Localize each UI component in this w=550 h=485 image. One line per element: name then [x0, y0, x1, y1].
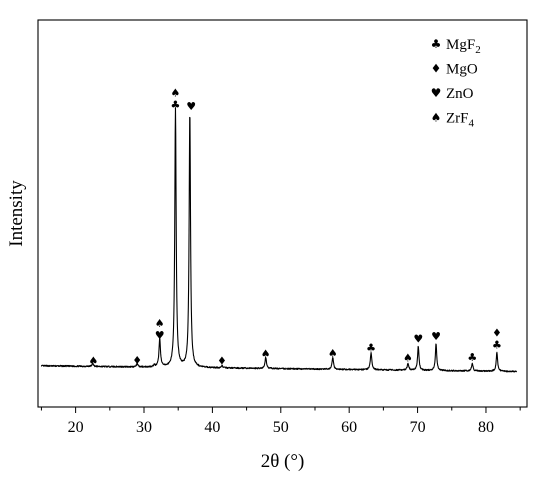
peak-phase-markers: ♠ ♦♠♥♠♣ ♥♦♠ ♠ ♣♠♥ ♥♣♦♣ — [88, 86, 501, 367]
legend-label-zrf4: ZrF4 — [446, 111, 475, 130]
peak-marker-zrf4: ♠ — [261, 347, 271, 360]
peak-marker-mgo: ♦ — [217, 354, 227, 367]
y-axis-label: Intensity — [6, 180, 27, 247]
peak-marker-zno: ♥ — [431, 330, 441, 343]
peak-marker-zrf4: ♠ — [155, 317, 165, 330]
legend-label-mgf2: MgF2 — [446, 37, 481, 56]
peak-marker-zrf4: ♠ — [403, 352, 413, 365]
x-tick-label: 70 — [410, 419, 426, 436]
peak-marker-mgf2: ♣ — [366, 341, 376, 354]
x-axis-ticks — [40, 407, 521, 413]
peak-marker-zno: ♥ — [186, 100, 196, 113]
x-tick-label: 50 — [273, 419, 289, 436]
peak-marker-mgf2: ♣ — [171, 98, 181, 111]
legend-label-mgo: MgO — [446, 62, 478, 78]
legend-symbol-mgf2: ♣ — [431, 37, 442, 51]
peak-marker-zrf4: ♠ — [88, 355, 98, 368]
x-tick-label: 80 — [478, 419, 494, 436]
x-tick-label: 30 — [136, 419, 152, 436]
legend-label-zno: ZnO — [446, 86, 474, 102]
peak-marker-zno: ♥ — [413, 333, 423, 346]
legend-symbol-zrf4: ♠ — [431, 111, 442, 125]
x-tick-label: 60 — [341, 419, 357, 436]
peak-marker-mgo: ♦ — [132, 354, 142, 367]
legend-symbol-zno: ♥ — [431, 86, 442, 100]
x-axis-label: 2θ (°) — [261, 451, 305, 472]
peak-marker-mgf2: ♣ — [492, 338, 502, 351]
xrd-pattern-line — [40, 107, 518, 373]
peak-marker-zrf4: ♠ — [328, 347, 338, 360]
x-axis-tick-labels: 20 30 40 50 60 70 80 — [68, 419, 494, 436]
peak-marker-zrf4: ♠ — [171, 86, 181, 99]
peak-marker-mgo: ♦ — [492, 326, 502, 339]
legend-symbol-mgo: ♦ — [431, 62, 442, 76]
phase-legend: ♣ MgF2 ♦ MgO ♥ ZnO ♠ ZrF4 — [431, 37, 481, 130]
peak-marker-mgf2: ♣ — [467, 351, 477, 364]
x-tick-label: 40 — [204, 419, 220, 436]
x-tick-label: 20 — [68, 419, 84, 436]
peak-marker-zno: ♥ — [155, 329, 165, 342]
plot-area-frame — [37, 19, 528, 408]
